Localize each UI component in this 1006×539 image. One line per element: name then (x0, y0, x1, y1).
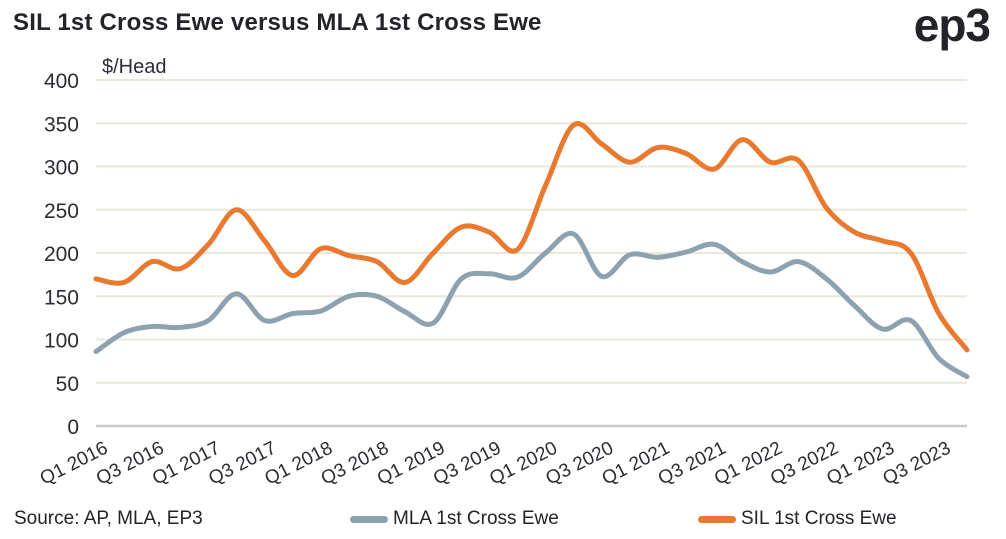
ep3-logo: ep3 (913, 0, 991, 51)
y-tick-label: 250 (44, 200, 79, 223)
y-tick-label: 50 (56, 373, 79, 396)
source-note: Source: AP, MLA, EP3 (14, 508, 203, 529)
chart-footer: Source: AP, MLA, EP3 MLA 1st Cross Ewe S… (0, 501, 1006, 535)
y-tick-label: 150 (44, 286, 79, 309)
page-title: SIL 1st Cross Ewe versus MLA 1st Cross E… (13, 9, 542, 36)
y-axis-unit-label: $/Head (102, 56, 167, 78)
y-tick-label: 350 (44, 113, 79, 136)
legend-item-mla: MLA 1st Cross Ewe (350, 508, 559, 530)
y-tick-label: 400 (44, 70, 79, 93)
y-tick-label: 0 (67, 416, 79, 439)
y-tick-label: 200 (44, 243, 79, 266)
legend-item-sil: SIL 1st Cross Ewe (698, 508, 897, 530)
y-tick-label: 100 (44, 330, 79, 353)
sil-legend-label: SIL 1st Cross Ewe (741, 508, 897, 529)
mla-legend-swatch-icon (350, 515, 388, 523)
sil-legend-swatch-icon (698, 515, 736, 523)
mla-legend-label: MLA 1st Cross Ewe (393, 508, 559, 529)
mla-series-line (93, 230, 970, 380)
y-tick-label: 300 (44, 157, 79, 180)
sil-series-line (93, 121, 970, 353)
